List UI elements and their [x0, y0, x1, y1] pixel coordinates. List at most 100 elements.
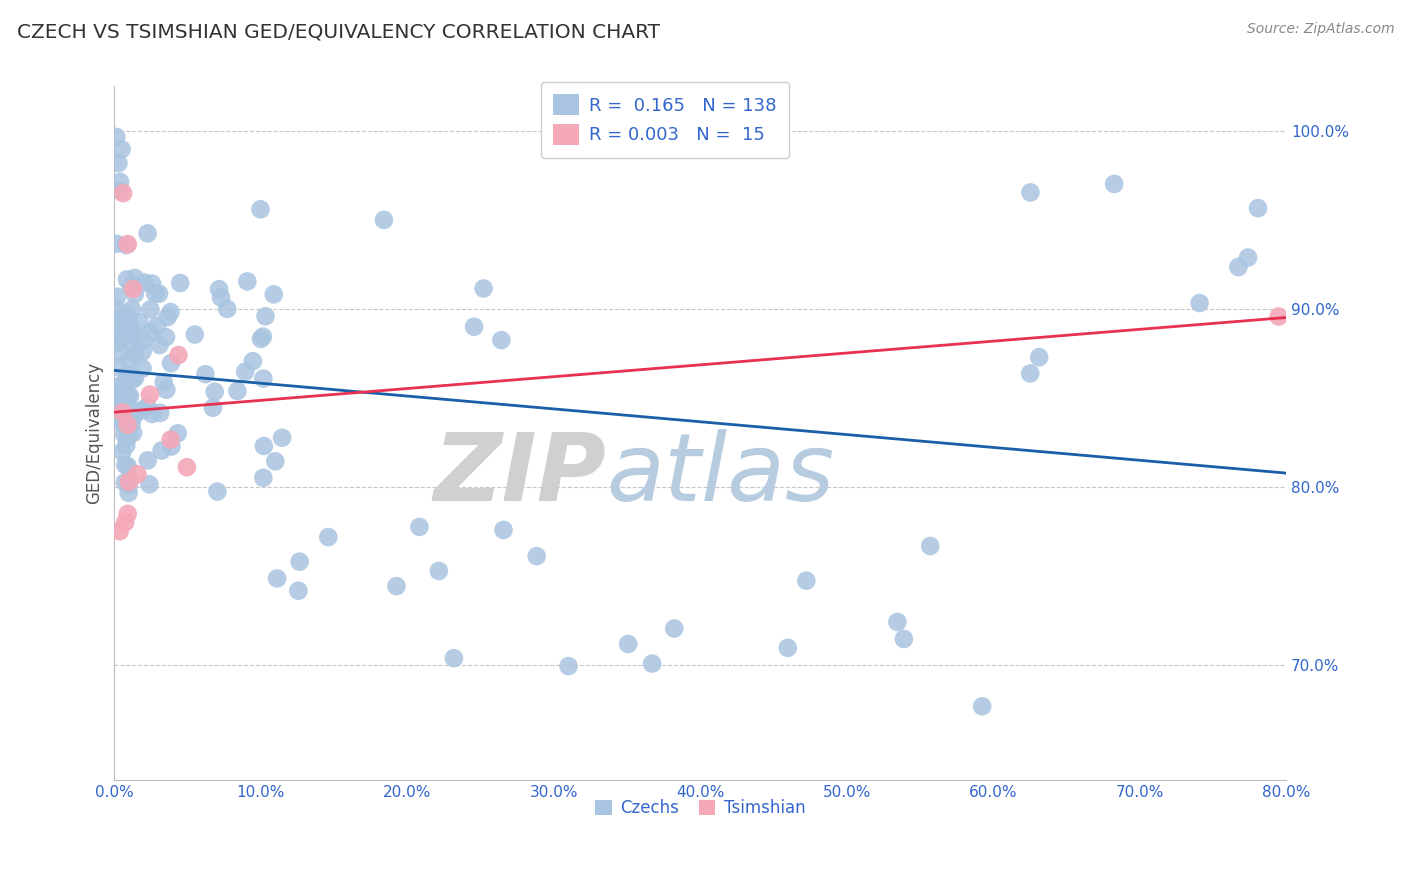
Point — [176, 460, 198, 475]
Point — [373, 213, 395, 227]
Point — [118, 352, 141, 367]
Point — [117, 459, 139, 474]
Point — [110, 345, 132, 359]
Point — [132, 334, 155, 348]
Point — [427, 564, 450, 578]
Point — [121, 302, 143, 317]
Point — [250, 332, 273, 346]
Point — [385, 579, 408, 593]
Point — [149, 406, 172, 420]
Point — [115, 373, 138, 387]
Point — [249, 202, 271, 217]
Point — [124, 347, 146, 361]
Point — [118, 389, 141, 403]
Point — [134, 276, 156, 290]
Point — [491, 333, 513, 347]
Point — [136, 453, 159, 467]
Point — [111, 444, 134, 458]
Point — [1102, 177, 1125, 191]
Point — [208, 282, 231, 296]
Point — [160, 440, 183, 454]
Point — [159, 305, 181, 319]
Point — [108, 399, 131, 413]
Text: ZIP: ZIP — [433, 429, 606, 521]
Point — [131, 344, 153, 359]
Point — [141, 407, 163, 421]
Point — [617, 637, 640, 651]
Point — [776, 640, 799, 655]
Point — [254, 310, 277, 324]
Point — [117, 237, 139, 252]
Point — [112, 417, 135, 432]
Point — [886, 615, 908, 629]
Point — [107, 412, 129, 426]
Point — [266, 571, 288, 585]
Point — [160, 356, 183, 370]
Point — [526, 549, 548, 563]
Point — [121, 326, 143, 340]
Point — [492, 523, 515, 537]
Point — [271, 431, 294, 445]
Point — [242, 354, 264, 368]
Point — [166, 426, 188, 441]
Point — [122, 409, 145, 423]
Point — [105, 236, 128, 251]
Point — [143, 286, 166, 301]
Point — [253, 439, 276, 453]
Point — [105, 130, 128, 145]
Point — [118, 477, 141, 491]
Point — [127, 467, 149, 482]
Point — [128, 315, 150, 329]
Point — [139, 302, 162, 317]
Point — [664, 622, 686, 636]
Text: Source: ZipAtlas.com: Source: ZipAtlas.com — [1247, 22, 1395, 37]
Point — [117, 430, 139, 444]
Point — [110, 184, 132, 198]
Point — [1028, 350, 1050, 364]
Point — [472, 281, 495, 295]
Point — [893, 632, 915, 646]
Point — [114, 475, 136, 490]
Point — [252, 371, 274, 385]
Point — [920, 539, 942, 553]
Point — [114, 516, 136, 530]
Point — [194, 367, 217, 381]
Point — [1019, 186, 1042, 200]
Point — [118, 486, 141, 500]
Point — [112, 390, 135, 404]
Point — [117, 389, 139, 403]
Point — [972, 699, 994, 714]
Point — [443, 651, 465, 665]
Point — [107, 381, 129, 395]
Point — [120, 401, 142, 416]
Point — [108, 175, 131, 189]
Point — [105, 302, 128, 317]
Point — [252, 329, 274, 343]
Point — [217, 301, 239, 316]
Point — [204, 384, 226, 399]
Point — [105, 290, 128, 304]
Point — [115, 307, 138, 321]
Point — [120, 280, 142, 294]
Point — [146, 319, 169, 334]
Point — [122, 282, 145, 296]
Text: atlas: atlas — [606, 429, 835, 520]
Point — [120, 417, 142, 432]
Point — [107, 322, 129, 336]
Y-axis label: GED/Equivalency: GED/Equivalency — [86, 362, 103, 504]
Point — [236, 274, 259, 288]
Point — [124, 270, 146, 285]
Point — [233, 365, 256, 379]
Point — [159, 433, 181, 447]
Point — [1188, 296, 1211, 310]
Point — [264, 454, 287, 468]
Point — [107, 359, 129, 374]
Point — [252, 471, 274, 485]
Point — [122, 425, 145, 440]
Point — [207, 484, 229, 499]
Point — [1237, 251, 1260, 265]
Point — [111, 405, 134, 419]
Point — [117, 507, 139, 521]
Point — [794, 574, 817, 588]
Point — [148, 286, 170, 301]
